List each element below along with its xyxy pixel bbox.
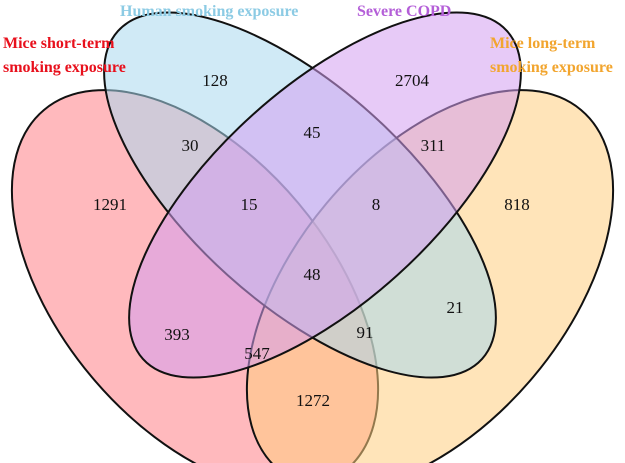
region-count: 48 [304,265,321,284]
region-count: 128 [202,71,228,90]
region-count: 45 [304,123,321,142]
set-label-line: smoking exposure [490,59,613,76]
set-label: Mice long-term smoking exposure [490,35,613,76]
region-count: 8 [372,195,381,214]
region-count: 1291 [93,195,127,214]
region-count: 818 [504,195,530,214]
region-count: 393 [164,325,190,344]
set-label: Severe COPD [357,3,451,20]
set-label-line: Mice short-term [3,35,115,52]
set-label: Human smoking exposure [120,3,298,20]
region-count: 311 [421,136,446,155]
region-count: 91 [357,323,374,342]
region-count: 30 [182,136,199,155]
set-label: Mice short-term smoking exposure [3,35,126,76]
set-label-line: smoking exposure [3,59,126,76]
set-ellipse [128,11,522,379]
set-label-line: Mice long-term [490,35,596,52]
region-count: 1272 [296,391,330,410]
region-count: 547 [244,344,270,363]
region-count: 2704 [395,71,430,90]
region-count: 21 [447,298,464,317]
region-count: 15 [241,195,258,214]
